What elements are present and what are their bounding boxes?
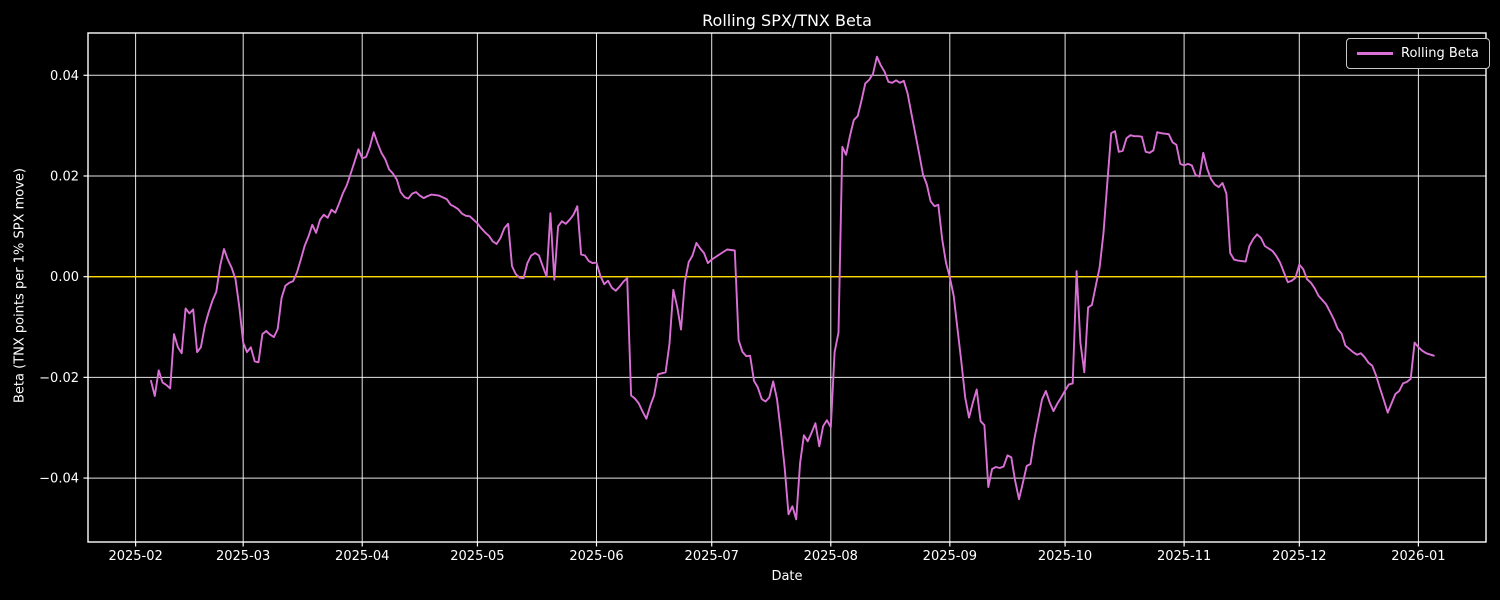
y-tick-label: −0.02 bbox=[39, 371, 79, 386]
x-tick-label: 2025-12 bbox=[1272, 549, 1326, 564]
y-tick-label: −0.04 bbox=[39, 472, 79, 487]
y-tick-label: 0.04 bbox=[50, 69, 79, 84]
legend: Rolling Beta bbox=[1346, 38, 1490, 69]
axes-border bbox=[87, 32, 1487, 543]
x-tick-label: 2025-09 bbox=[923, 549, 977, 564]
x-tick-label: 2025-10 bbox=[1038, 549, 1092, 564]
x-tick-label: 2025-04 bbox=[335, 549, 389, 564]
chart-title: Rolling SPX/TNX Beta bbox=[702, 11, 872, 30]
x-tick-label: 2025-07 bbox=[685, 549, 739, 564]
y-tick-label: 0.02 bbox=[50, 169, 79, 184]
x-tick-label: 2025-03 bbox=[216, 549, 270, 564]
x-tick-label: 2025-06 bbox=[569, 549, 623, 564]
legend-line-sample bbox=[1357, 52, 1393, 55]
x-axis-label: Date bbox=[771, 569, 803, 584]
x-tick-label: 2026-01 bbox=[1391, 549, 1445, 564]
y-tick-label: 0.00 bbox=[50, 270, 79, 285]
x-tick-label: 2025-05 bbox=[450, 549, 504, 564]
y-axis-label: Beta (TNX points per 1% SPX move) bbox=[12, 168, 28, 403]
beta-line bbox=[150, 55, 1435, 521]
x-tick-label: 2025-02 bbox=[108, 549, 162, 564]
legend-label: Rolling Beta bbox=[1401, 46, 1479, 61]
x-tick-label: 2025-11 bbox=[1157, 549, 1211, 564]
x-tick-label: 2025-08 bbox=[804, 549, 858, 564]
